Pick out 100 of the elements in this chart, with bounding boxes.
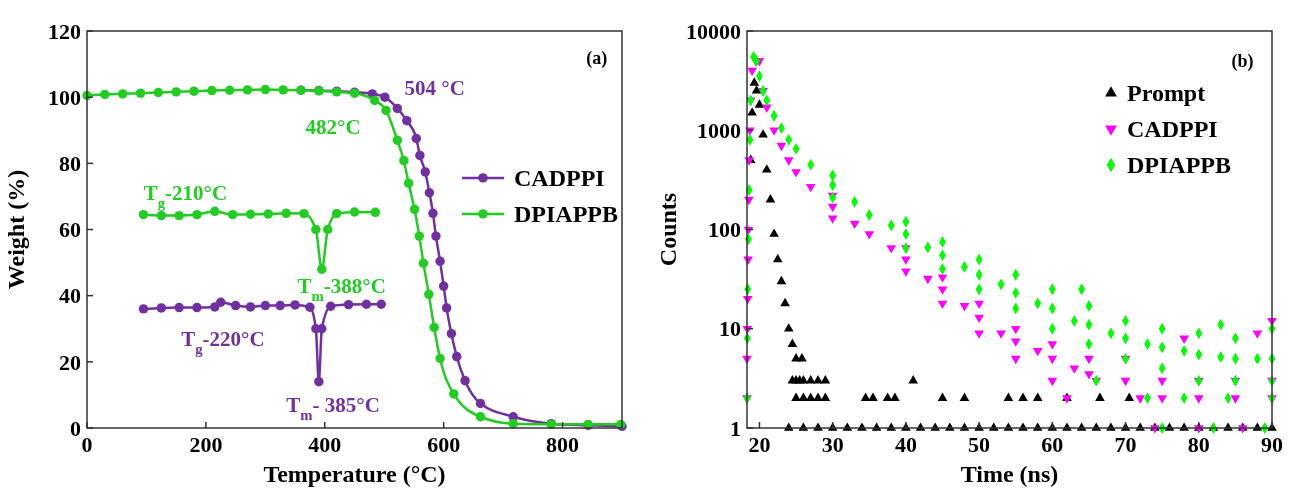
point	[317, 264, 327, 274]
point	[349, 207, 360, 217]
point	[278, 85, 288, 95]
x-tick-label: 90	[1261, 432, 1283, 457]
point	[399, 155, 409, 166]
point	[369, 95, 380, 106]
point	[431, 231, 441, 241]
point	[135, 88, 146, 98]
x-tick-label: 50	[968, 432, 991, 457]
point	[438, 281, 449, 291]
point	[153, 87, 164, 98]
point	[361, 299, 372, 309]
point	[402, 115, 412, 126]
annotation: T$_{m}$- 385°C	[286, 393, 380, 424]
point	[420, 167, 430, 177]
point	[156, 303, 167, 313]
point	[343, 299, 354, 310]
y-tick-label: 80	[59, 151, 81, 177]
y-axis-title: Counts	[655, 192, 681, 267]
x-tick-label: 60	[1041, 432, 1064, 457]
x-tick-label: 30	[821, 432, 844, 457]
point	[435, 256, 445, 266]
point	[326, 301, 336, 311]
point	[449, 389, 459, 399]
y-tick-label: 1	[730, 415, 741, 441]
point	[192, 302, 202, 313]
point	[281, 208, 291, 218]
point	[414, 231, 425, 241]
point	[424, 188, 435, 198]
point	[275, 300, 285, 311]
point	[117, 89, 128, 99]
point	[224, 85, 235, 95]
point	[210, 206, 220, 217]
y-axis-title: Weight (%)	[3, 169, 29, 290]
point	[314, 376, 324, 387]
legend-label: CADPPI	[1127, 116, 1218, 143]
y-tick-label: 100	[48, 84, 81, 110]
point	[409, 204, 420, 215]
point	[392, 135, 403, 145]
point	[460, 375, 470, 386]
point	[424, 289, 434, 300]
point	[138, 304, 149, 314]
point	[263, 209, 274, 219]
annotation: T$_{g}$-220°C	[181, 327, 265, 358]
annotation: (a)	[586, 47, 608, 69]
y-tick-label: 0	[70, 415, 81, 441]
point	[242, 85, 253, 95]
point	[207, 85, 217, 96]
point	[411, 133, 422, 144]
point	[441, 303, 452, 313]
point	[418, 258, 429, 268]
point	[446, 329, 457, 339]
annotation: 482°C	[305, 115, 361, 140]
annotation: 504 °C	[404, 75, 465, 100]
x-tick-label: 200	[189, 432, 223, 457]
x-axis-title: Temperature (°C)	[263, 461, 446, 487]
x-tick-label: 800	[546, 432, 580, 457]
y-tick-label: 40	[59, 283, 81, 309]
y-tick-label: 60	[59, 217, 81, 243]
point	[299, 208, 309, 219]
point	[323, 224, 333, 235]
x-tick-label: 80	[1187, 432, 1210, 457]
point	[452, 351, 462, 362]
annotation: (b)	[1231, 51, 1254, 73]
point	[392, 103, 403, 114]
point	[227, 209, 238, 220]
y-tick-label: 100	[708, 217, 741, 243]
point	[415, 150, 425, 161]
point	[260, 300, 271, 311]
x-axis-title: Time (ns)	[960, 461, 1059, 487]
annotation: T$_{g}$-210°C	[143, 181, 228, 212]
point	[171, 87, 181, 97]
point	[245, 209, 256, 219]
point	[403, 178, 414, 188]
legend-label: Prompt	[1127, 80, 1206, 107]
point	[435, 353, 445, 364]
y-tick-label: 10	[719, 316, 741, 342]
point	[311, 224, 321, 235]
point	[331, 208, 342, 219]
point	[370, 207, 381, 218]
x-tick-label: 600	[427, 432, 461, 457]
point	[174, 302, 184, 313]
y-tick-label: 1000	[697, 117, 741, 143]
point	[475, 398, 486, 409]
point	[376, 299, 386, 309]
y-tick-label: 20	[59, 349, 81, 375]
point	[230, 300, 241, 311]
x-tick-label: 400	[308, 432, 342, 457]
point	[380, 92, 390, 102]
point	[317, 324, 327, 334]
x-tick-label: 20	[748, 432, 771, 457]
point	[189, 86, 199, 96]
legend-label: CADPPI	[514, 165, 605, 192]
point	[290, 300, 300, 310]
point	[138, 209, 149, 220]
point	[381, 105, 391, 116]
point	[216, 297, 226, 307]
y-tick-label: 10000	[686, 18, 741, 44]
point	[192, 209, 202, 220]
point	[428, 208, 438, 218]
